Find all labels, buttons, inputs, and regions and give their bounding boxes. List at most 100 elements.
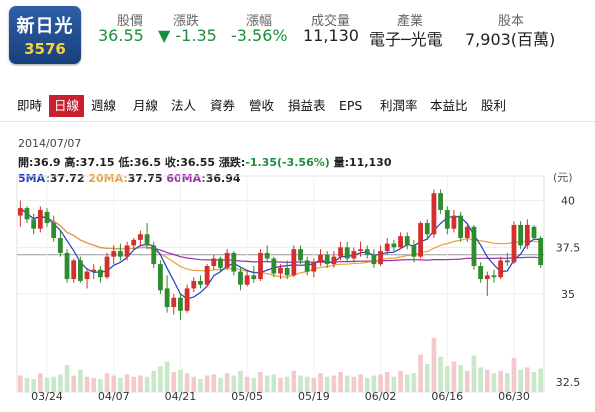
candle-body (344, 247, 350, 259)
chart-date: 2014/07/07 (18, 137, 82, 150)
candle-body (378, 251, 383, 265)
volume-bar (184, 373, 190, 392)
volume-bar (504, 373, 510, 392)
y-tick-label: 35 (561, 288, 575, 301)
volume-bar (464, 370, 470, 392)
volume-bar (244, 376, 250, 392)
candle-body (411, 245, 417, 257)
x-tick-label: 06/16 (431, 390, 463, 403)
candle-body (111, 251, 117, 257)
x-tick-label: 05/05 (231, 390, 263, 403)
down-arrow-icon: ▼ (158, 26, 171, 45)
y-tick-label: 37.5 (556, 241, 581, 254)
candle-body (318, 254, 323, 263)
tab-realtime[interactable]: 即時 (17, 98, 43, 113)
candle-body (151, 245, 157, 265)
unit-label: (元) (553, 171, 573, 184)
volume-bar (291, 370, 297, 392)
candle-body (71, 260, 77, 280)
volume-label: 成交量 (311, 14, 351, 29)
volume-bar (471, 355, 477, 392)
candle-body (284, 267, 290, 276)
industry-value: 電子─光電 (369, 30, 443, 49)
candle-body (331, 256, 337, 265)
candle-body (338, 247, 343, 257)
tab-revenue[interactable]: 營收 (249, 98, 275, 113)
volume-bar (478, 367, 483, 392)
candle-body (64, 252, 70, 280)
tab-dividend[interactable]: 股利 (481, 98, 507, 113)
candle-body (104, 256, 110, 278)
plot-frame (16, 175, 545, 393)
volume-bar (258, 372, 263, 392)
tab-pe-ratio[interactable]: 本益比 (430, 98, 468, 113)
candle-body (464, 226, 470, 238)
stock-name: 新日光 (16, 16, 74, 37)
candle-body (471, 226, 477, 266)
tab-income-statement[interactable]: 損益表 (288, 98, 326, 113)
volume-bar (351, 376, 357, 392)
candle-body (424, 223, 430, 235)
candle-body (178, 297, 183, 311)
volume-bar (24, 377, 30, 392)
volume-bar (364, 377, 370, 392)
volume-bar (104, 373, 110, 392)
candle-body (264, 252, 270, 259)
candle-body (198, 280, 203, 285)
candle-body (384, 243, 390, 252)
volume-bar (518, 369, 523, 392)
candle-body (458, 215, 464, 238)
y-tick-label: 32.5 (556, 376, 581, 389)
tab-margin[interactable]: 資券 (210, 98, 236, 113)
volume-bar (191, 376, 197, 392)
tab-institutional[interactable]: 法人 (171, 98, 197, 113)
volume-bar (271, 374, 277, 392)
volume-bar (44, 377, 50, 392)
x-tick-label: 06/30 (498, 390, 530, 403)
tab-weekly[interactable]: 週線 (91, 98, 117, 113)
volume-bar (38, 373, 43, 392)
volume-bar (151, 370, 157, 392)
candle-body (524, 224, 530, 246)
volume-bar (451, 361, 457, 392)
tab-daily[interactable]: 日線 (49, 95, 85, 117)
volume-bar (491, 373, 497, 392)
volume-bar (118, 377, 123, 392)
volume-bar (138, 375, 143, 392)
volume-bar (371, 375, 377, 392)
candle-body (144, 234, 150, 246)
volume-bar (198, 379, 203, 392)
candle-body (518, 224, 524, 246)
volume-bar (484, 369, 490, 392)
volume-bar (231, 375, 237, 392)
candle-body (391, 243, 397, 248)
volume-bar (71, 375, 77, 392)
industry-label: 產業 (397, 14, 424, 29)
volume-bar (398, 370, 403, 392)
change-pct-label: 漲幅 (246, 14, 273, 29)
volume-bar (91, 377, 97, 392)
candle-body (484, 275, 490, 280)
candle-body (504, 260, 510, 263)
candle-body (84, 271, 90, 280)
x-tick-label: 06/02 (365, 390, 397, 403)
candle-body (324, 254, 330, 265)
candle-body (304, 260, 310, 272)
candle-body (184, 288, 190, 311)
volume-bar (404, 374, 410, 392)
stock-code: 3576 (24, 40, 66, 58)
divider (0, 121, 595, 122)
volume-bar (298, 375, 303, 392)
tab-profit-margin[interactable]: 利潤率 (380, 98, 418, 113)
volume-bar (131, 376, 137, 392)
volume-bar (164, 361, 170, 392)
x-tick-label: 05/19 (298, 390, 330, 403)
volume-bar (524, 367, 530, 392)
tab-eps[interactable]: EPS (339, 98, 363, 113)
candle-body (491, 275, 497, 278)
volume-bar (331, 375, 337, 392)
candle-body (538, 238, 544, 266)
tab-monthly[interactable]: 月線 (133, 98, 159, 113)
candle-body (371, 254, 377, 265)
